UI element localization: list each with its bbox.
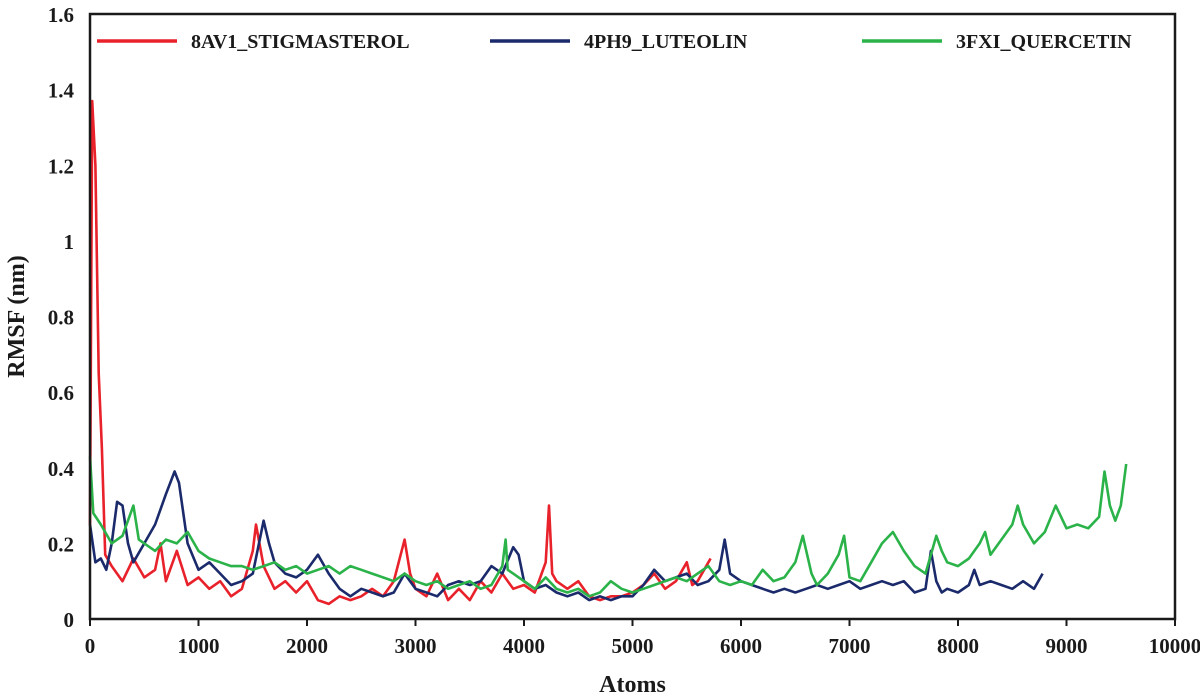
x-axis-ticks: 0 1000 2000 3000 4000 5000 6000 7000 8000 9000 100… bbox=[85, 619, 1200, 658]
y-axis-title: RMSF (nm) bbox=[4, 255, 30, 377]
x-tick-label: 9000 bbox=[1046, 634, 1088, 658]
x-tick-label: 0 bbox=[85, 634, 96, 658]
series-lines bbox=[88, 99, 1128, 606]
series-line-8av1_stigmasterol bbox=[88, 99, 712, 606]
series-line-4ph9_luteolin bbox=[88, 470, 1044, 602]
y-tick-label: 1 bbox=[64, 230, 75, 254]
x-tick-label: 1000 bbox=[178, 634, 220, 658]
y-tick-label: 0.8 bbox=[48, 306, 74, 330]
legend: 8AV1_STIGMASTEROL 4PH9_LUTEOLIN 3FXI_QUERC… bbox=[97, 31, 1132, 53]
x-tick-label: 10000 bbox=[1149, 634, 1200, 658]
legend-label: 4PH9_LUTEOLIN bbox=[584, 31, 748, 53]
legend-label: 3FXI_QUERCETIN bbox=[956, 31, 1132, 53]
x-tick-label: 2000 bbox=[286, 634, 328, 658]
y-tick-label: 1.2 bbox=[48, 154, 74, 178]
legend-label: 8AV1_STIGMASTEROL bbox=[191, 31, 410, 53]
y-tick-label: 1.4 bbox=[48, 79, 75, 103]
y-tick-label: 0.6 bbox=[48, 381, 74, 405]
x-tick-label: 7000 bbox=[829, 634, 871, 658]
y-tick-label: 0.4 bbox=[48, 457, 75, 481]
y-axis-ticks: 0 0.2 0.4 0.6 0.8 1 1.2 1.4 1.6 bbox=[48, 3, 75, 632]
x-tick-label: 6000 bbox=[720, 634, 762, 658]
x-tick-label: 3000 bbox=[395, 634, 437, 658]
x-axis-title: Atoms bbox=[599, 672, 666, 697]
plot-area-frame bbox=[88, 12, 1177, 621]
y-tick-label: 0.2 bbox=[48, 532, 74, 556]
y-tick-label: 1.6 bbox=[48, 3, 74, 27]
y-tick-label: 0 bbox=[64, 608, 75, 632]
x-tick-label: 4000 bbox=[503, 634, 545, 658]
series-line-3fxi_quercetin bbox=[88, 456, 1128, 598]
x-tick-label: 8000 bbox=[937, 634, 979, 658]
x-tick-label: 5000 bbox=[612, 634, 654, 658]
